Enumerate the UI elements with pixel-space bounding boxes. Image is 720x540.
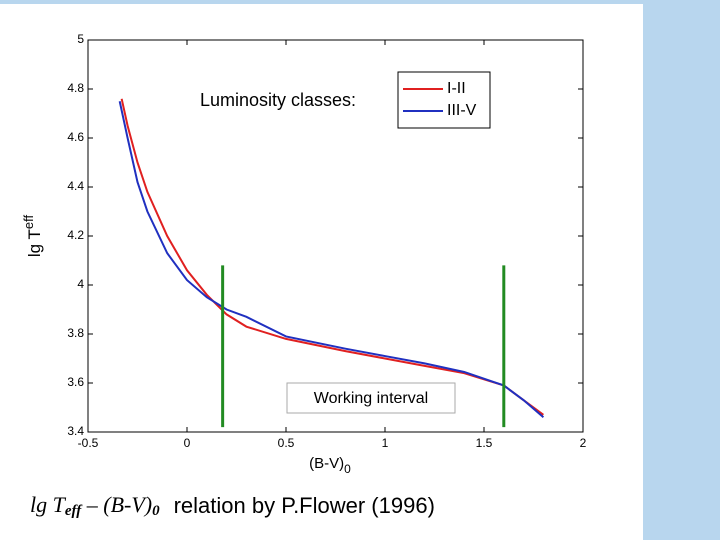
- side-strip: [643, 0, 720, 540]
- x-tick-label: 1.5: [476, 436, 493, 450]
- y-tick-label: 4.4: [67, 179, 84, 193]
- x-axis-label: (B-V)0: [309, 455, 351, 476]
- interval-label-box: [286, 382, 456, 414]
- legend-label: I-II: [447, 80, 466, 97]
- x-label-sub: 0: [344, 462, 351, 476]
- caption-formula-a: lg T: [30, 492, 67, 517]
- y-tick-label: 4.8: [67, 81, 84, 95]
- y-tick-label: 4.6: [67, 130, 84, 144]
- x-tick-label: 0: [184, 436, 191, 450]
- x-tick-label: 2: [580, 436, 587, 450]
- x-label-main: (B-V): [309, 455, 344, 472]
- caption-formula-sub-a: eff: [65, 503, 83, 519]
- y-label-main: lg T: [25, 229, 44, 257]
- legend-label: III-V: [447, 102, 477, 119]
- y-tick-label: 4.2: [67, 228, 84, 242]
- y-tick-label: 4: [77, 277, 84, 291]
- x-tick-label: 0.5: [278, 436, 295, 450]
- y-label-sub: eff: [21, 214, 36, 229]
- caption: lg Teff – (B-V)0 relation by P.Flower (19…: [30, 492, 435, 519]
- x-tick-label: 1: [382, 436, 389, 450]
- series-line: [118, 101, 545, 419]
- x-tick-label: -0.5: [78, 436, 99, 450]
- caption-text: relation by P.Flower (1996): [174, 493, 435, 518]
- y-tick-label: 3.6: [67, 375, 84, 389]
- y-tick-label: 3.8: [67, 326, 84, 340]
- top-strip: [0, 0, 643, 4]
- caption-formula-b: – (B-V): [81, 492, 152, 517]
- annotation: Luminosity classes:: [200, 90, 356, 110]
- y-tick-label: 5: [77, 32, 84, 46]
- interval-label: Working interval: [314, 390, 428, 407]
- y-tick-label: 3.4: [67, 424, 84, 438]
- legend-box: [397, 71, 491, 129]
- plot-frame: [87, 39, 584, 433]
- caption-formula-sub-b: 0: [152, 503, 160, 519]
- y-axis-label: lg Teff: [21, 214, 44, 257]
